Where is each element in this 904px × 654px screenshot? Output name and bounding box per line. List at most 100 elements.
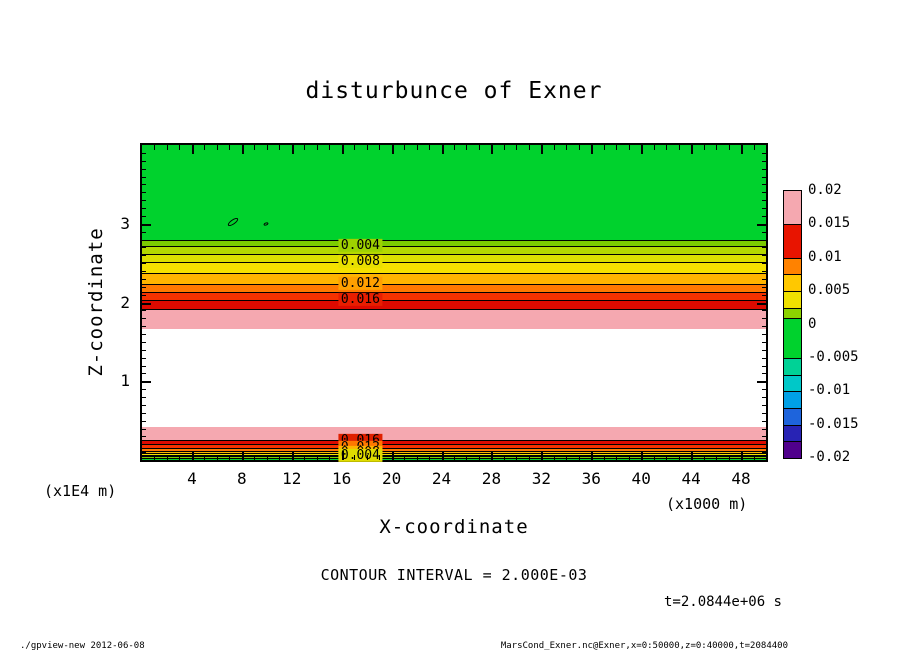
x-axis-tick xyxy=(491,451,494,460)
y-axis-tick xyxy=(142,160,146,162)
y-axis-tick xyxy=(762,326,766,328)
y-axis-tick xyxy=(142,389,146,391)
contour-line xyxy=(142,448,766,450)
x-axis-tick xyxy=(316,145,318,150)
y-axis-tick xyxy=(762,278,766,280)
colorbar-segment xyxy=(784,424,801,442)
colorbar-separator xyxy=(784,274,801,276)
colorbar-label: -0.015 xyxy=(808,415,859,432)
contour-band xyxy=(142,253,766,263)
y-axis-tick xyxy=(762,334,766,335)
contour-band xyxy=(142,329,766,427)
colorbar-segment xyxy=(784,224,801,258)
contour-line xyxy=(142,452,766,454)
y-axis-units: (x1E4 m) xyxy=(44,482,117,500)
contour-band xyxy=(142,450,766,453)
y-axis-tick xyxy=(142,436,146,438)
x-axis-tick xyxy=(603,145,605,150)
x-axis-tick xyxy=(653,145,655,150)
x-axis-tick xyxy=(666,455,668,460)
x-tick-label: 44 xyxy=(681,469,701,488)
y-axis-tick xyxy=(762,263,766,265)
contour-line xyxy=(142,239,766,241)
contour-label: 0.004 xyxy=(338,447,382,463)
contour-band xyxy=(142,448,766,451)
colorbar-label: -0.01 xyxy=(808,382,851,399)
y-axis-tick xyxy=(142,152,146,154)
y-axis-tick xyxy=(757,223,766,226)
x-axis-tick xyxy=(216,455,218,460)
colorbar-label: 0.02 xyxy=(808,182,842,198)
colorbar-segment xyxy=(784,274,801,292)
x-axis-tick xyxy=(728,455,730,460)
x-tick-label: 4 xyxy=(187,469,197,488)
y-axis-tick xyxy=(762,357,766,359)
x-axis-tick xyxy=(416,145,418,150)
contour-label: 0.016 xyxy=(338,291,382,307)
x-axis-tick xyxy=(741,145,744,154)
x-axis-tick xyxy=(741,451,744,460)
colorbar-separator xyxy=(784,441,801,443)
colorbar-segment xyxy=(784,257,801,275)
x-axis-tick xyxy=(478,145,480,150)
x-axis-tick xyxy=(291,451,294,460)
x-axis-title: X-coordinate xyxy=(379,516,529,538)
x-axis-tick xyxy=(366,145,368,150)
x-axis-tick xyxy=(441,145,444,154)
colorbar-label: 0.01 xyxy=(808,248,842,265)
chart-title: disturbunce of Exner xyxy=(305,78,603,104)
x-tick-label: 16 xyxy=(332,469,352,488)
y-axis-tick xyxy=(762,215,766,217)
x-tick-label: 28 xyxy=(481,469,502,488)
y-axis-tick xyxy=(762,271,766,272)
x-axis-tick xyxy=(641,451,644,460)
x-axis-tick xyxy=(678,455,680,460)
colorbar-segment xyxy=(784,357,801,375)
contour-line xyxy=(142,292,766,294)
y-axis-tick xyxy=(142,192,146,194)
y-axis-tick xyxy=(142,428,146,430)
x-tick-label: 32 xyxy=(531,469,551,488)
x-axis-tick xyxy=(591,451,594,460)
x-axis-tick xyxy=(266,455,268,460)
contour-line xyxy=(142,245,766,247)
x-axis-tick xyxy=(179,455,181,460)
y-axis-tick xyxy=(142,215,146,217)
y-axis-tick xyxy=(142,278,146,280)
x-axis-tick xyxy=(516,145,518,150)
y-axis-tick xyxy=(142,223,151,226)
colorbar-segment xyxy=(784,407,801,425)
y-axis-tick xyxy=(142,286,146,288)
colorbar-segment xyxy=(784,391,801,408)
x-axis-tick xyxy=(716,145,718,150)
x-axis-tick xyxy=(454,145,455,150)
x-axis-tick xyxy=(229,455,231,460)
y-axis-tick xyxy=(757,302,766,305)
x-axis-tick xyxy=(441,451,444,460)
y-axis-tick xyxy=(142,404,146,406)
y-axis-tick xyxy=(762,412,766,414)
contour-band xyxy=(142,308,766,330)
x-axis-tick xyxy=(354,145,356,150)
y-axis-tick xyxy=(142,310,146,312)
y-axis-tick xyxy=(762,160,766,162)
x-axis-tick xyxy=(553,145,555,150)
x-tick-label: 36 xyxy=(581,469,601,488)
contour-band xyxy=(142,239,766,246)
contour-line xyxy=(142,444,766,446)
colorbar-labels: 0.02 0.015 0.01 0.005 0 -0.005 -0.01 -0.015 -0.0… xyxy=(808,182,878,465)
time-annotation: t=2.0844e+06 s xyxy=(663,594,782,610)
x-axis-tick xyxy=(216,145,218,150)
y-axis-tick xyxy=(757,381,766,384)
x-axis-tick xyxy=(566,145,568,150)
x-tick-label: 24 xyxy=(431,469,452,488)
contour-band xyxy=(142,245,766,254)
y-axis-tick xyxy=(142,318,146,320)
x-axis-tick xyxy=(578,455,580,460)
x-axis-tick xyxy=(541,451,544,460)
x-axis-tick xyxy=(528,145,530,150)
x-axis-tick xyxy=(429,455,431,460)
x-axis-tick xyxy=(179,145,181,150)
x-axis-tick xyxy=(379,455,381,460)
